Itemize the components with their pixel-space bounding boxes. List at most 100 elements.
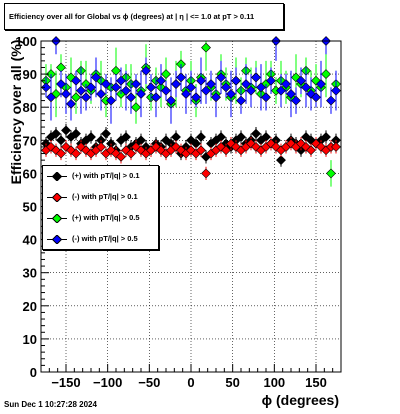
- axis-ticks: 0 10 20 30 40 50 60 70 80 90 100 −150 −100 −50 0 50 100 1…: [15, 34, 334, 390]
- x-tick-label: −150: [51, 375, 80, 390]
- y-tick-label: 30: [23, 266, 37, 281]
- legend: (+) with pT/|q| > 0.1 (-) with pT/|q| > …: [42, 165, 159, 250]
- data-point: [71, 148, 81, 159]
- data-point: [321, 69, 331, 80]
- data-point: [101, 128, 111, 139]
- data-point: [46, 92, 56, 103]
- legend-marker-icon: [47, 193, 67, 202]
- y-tick-label: 80: [23, 100, 37, 115]
- y-tick-label: 60: [23, 166, 37, 181]
- data-point: [71, 92, 81, 103]
- y-tick-label: 100: [15, 34, 37, 49]
- data-point: [131, 79, 141, 89]
- data-point: [326, 95, 336, 106]
- timestamp: Sun Dec 1 10:27:28 2024: [4, 400, 97, 409]
- data-point: [316, 79, 326, 89]
- data-point: [201, 42, 211, 53]
- data-point: [296, 75, 306, 86]
- x-tick-label: −100: [93, 375, 122, 390]
- data-point: [201, 168, 211, 179]
- data-point: [101, 79, 111, 89]
- legend-item-plus-05: (+) with pT/|q| > 0.5: [43, 208, 158, 229]
- data-point: [126, 92, 136, 103]
- data-point: [56, 79, 66, 89]
- data-point: [56, 135, 66, 146]
- data-point: [116, 151, 126, 162]
- data-point: [156, 75, 166, 86]
- x-tick-label: 0: [187, 375, 194, 390]
- chart-title: Efficiency over all for Global vs ϕ (deg…: [9, 12, 255, 21]
- data-point: [71, 128, 81, 139]
- data-point: [276, 85, 286, 96]
- data-point: [281, 79, 291, 89]
- data-point: [86, 82, 96, 93]
- data-point: [61, 89, 71, 99]
- data-point: [161, 69, 171, 80]
- y-tick-label: 70: [23, 133, 37, 148]
- data-point: [76, 85, 86, 96]
- y-tick-label: 10: [23, 332, 37, 347]
- data-point: [131, 102, 141, 113]
- title-box: Efficiency over all for Global vs ϕ (deg…: [4, 3, 284, 30]
- data-point: [86, 132, 96, 142]
- x-tick-label: 150: [305, 375, 327, 390]
- legend-item-plus-01: (+) with pT/|q| > 0.1: [43, 166, 158, 187]
- data-point: [241, 79, 251, 89]
- legend-label: (-) with pT/|q| > 0.5: [72, 234, 138, 243]
- data-point: [286, 89, 296, 99]
- data-point: [251, 128, 261, 139]
- data-point: [51, 128, 61, 139]
- data-point: [176, 72, 186, 83]
- data-point: [291, 95, 301, 106]
- data-point: [246, 85, 256, 96]
- data-point: [256, 82, 266, 93]
- data-point: [196, 132, 206, 142]
- data-point: [96, 89, 106, 99]
- data-point: [151, 92, 161, 103]
- series-3: [41, 36, 341, 124]
- data-point: [211, 92, 221, 103]
- data-point: [311, 92, 321, 103]
- data-point: [301, 82, 311, 93]
- data-point: [226, 89, 236, 99]
- series-1: [41, 136, 341, 181]
- data-point: [236, 132, 246, 142]
- data-point: [96, 141, 106, 152]
- data-point: [331, 85, 341, 96]
- data-point: [331, 141, 341, 152]
- data-point: [261, 92, 271, 103]
- data-point: [146, 82, 156, 93]
- legend-label: (+) with pT/|q| > 0.5: [72, 213, 140, 222]
- data-point: [56, 62, 66, 73]
- data-point: [126, 148, 136, 159]
- legend-marker-icon: [47, 172, 67, 181]
- data-point: [251, 72, 261, 83]
- data-point: [326, 168, 336, 179]
- data-point: [121, 85, 131, 96]
- data-point: [206, 79, 216, 89]
- data-point: [81, 92, 91, 103]
- data-point: [71, 75, 81, 86]
- data-point: [306, 145, 316, 156]
- data-point: [106, 95, 116, 106]
- data-point: [186, 82, 196, 93]
- data-series: [41, 36, 341, 187]
- y-tick-label: 90: [23, 67, 37, 82]
- data-point: [166, 95, 176, 106]
- data-point: [216, 72, 226, 83]
- legend-item-minus-01: (-) with pT/|q| > 0.1: [43, 187, 158, 208]
- data-point: [171, 79, 181, 89]
- legend-label: (+) with pT/|q| > 0.1: [72, 171, 140, 180]
- data-point: [196, 145, 206, 156]
- data-point: [196, 75, 206, 86]
- legend-marker-icon: [47, 214, 67, 223]
- data-point: [116, 75, 126, 86]
- x-tick-label: −50: [138, 375, 160, 390]
- data-point: [61, 125, 71, 136]
- legend-label: (-) with pT/|q| > 0.1: [72, 192, 138, 201]
- x-tick-label: 100: [263, 375, 285, 390]
- data-point: [91, 72, 101, 83]
- data-point: [181, 89, 191, 99]
- data-point: [221, 82, 231, 93]
